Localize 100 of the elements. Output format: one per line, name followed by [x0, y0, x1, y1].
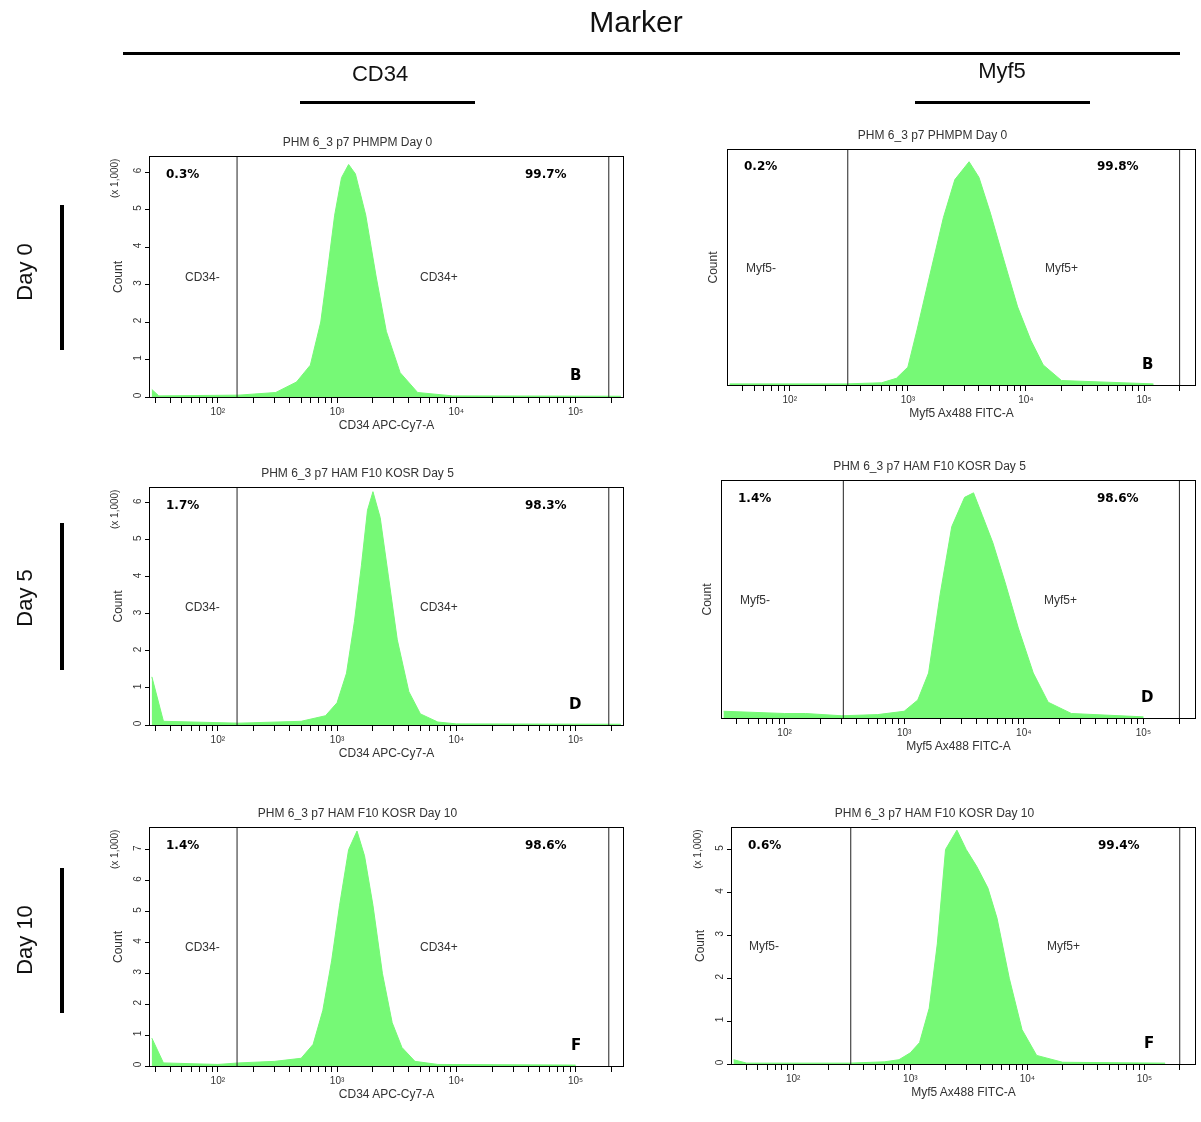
y-tick-label: 1 — [132, 354, 143, 361]
x-tick-label: 10³ — [329, 734, 345, 745]
annotation: Myf5+ — [1044, 593, 1078, 607]
text: (x 1,000) — [109, 158, 121, 199]
y-tick-label: 5 — [132, 906, 143, 913]
annotation: B — [570, 366, 582, 384]
x-tick-label: 10⁵ — [567, 1075, 584, 1086]
annotation: 99.4% — [1098, 838, 1140, 852]
text: Myf5 — [978, 58, 1026, 84]
annotation: 0.2% — [744, 159, 778, 173]
annotation: CD34- — [185, 600, 220, 614]
y-tick-label: 1 — [714, 1016, 725, 1023]
text: Day 5 — [12, 569, 38, 627]
text: Day 10 — [12, 905, 38, 975]
y-tick-label: 5 — [132, 204, 143, 211]
x-tick-label: 10⁵ — [1136, 394, 1152, 405]
y-tick-label: 4 — [132, 572, 143, 579]
annotation: 99.7% — [525, 167, 567, 181]
annotation: CD34+ — [420, 940, 458, 954]
y-axis-title: Count — [111, 589, 126, 623]
y-tick-label: 7 — [132, 844, 143, 851]
y-tick-label: 2 — [132, 317, 143, 324]
x-tick-label: 10³ — [329, 406, 345, 417]
y-axis-title: Count — [706, 250, 721, 284]
x-tick-label: 10³ — [900, 394, 916, 405]
y-axis-title: Count — [111, 260, 126, 294]
chart-title: PHM 6_3 p7 PHMPM Day 0 — [857, 128, 1008, 143]
x-axis-title: Myf5 Ax488 FITC-A — [906, 738, 1011, 753]
y-tick-label: 3 — [132, 279, 143, 286]
x-tick-label: 10² — [777, 727, 793, 738]
text: CD34 — [351, 61, 409, 87]
annotation: CD34+ — [420, 270, 458, 284]
annotation: Myf5- — [746, 261, 776, 275]
annotation: D — [1141, 688, 1154, 706]
annotation: Myf5+ — [1045, 261, 1079, 275]
annotation: Myf5+ — [1047, 939, 1081, 953]
y-tick-label: 2 — [132, 646, 143, 653]
y-tick-label: 5 — [714, 844, 725, 851]
x-tick-label: 10⁴ — [448, 406, 465, 417]
x-tick-label: 10³ — [329, 1075, 345, 1086]
x-tick-label: 10⁵ — [1135, 727, 1152, 738]
y-axis-title: Count — [700, 582, 715, 616]
annotation: F — [1144, 1034, 1155, 1052]
x-tick-label: 10³ — [903, 1073, 919, 1084]
x-tick-label: 10⁴ — [448, 1075, 465, 1086]
x-tick-label: 10⁴ — [1019, 1073, 1036, 1084]
x-tick-label: 10⁴ — [448, 734, 465, 745]
annotation: 1.7% — [166, 498, 200, 512]
annotation: D — [569, 695, 582, 713]
x-axis-title: Myf5 Ax488 FITC-A — [909, 405, 1014, 420]
chart-title: PHM 6_3 p7 PHMPM Day 0 — [282, 135, 433, 150]
annotation: F — [571, 1036, 582, 1054]
annotation: Myf5- — [749, 939, 779, 953]
y-tick-label: 0 — [132, 392, 143, 399]
y-tick-label: 5 — [132, 535, 143, 542]
y-tick-label: 2 — [132, 999, 143, 1006]
annotation: 98.6% — [1097, 491, 1139, 505]
x-tick-label: 10⁵ — [567, 734, 584, 745]
x-axis-title: Myf5 Ax488 FITC-A — [911, 1084, 1016, 1099]
y-tick-label: 1 — [132, 683, 143, 690]
y-tick-label: 0 — [132, 720, 143, 727]
x-axis-title: CD34 APC-Cy7-A — [338, 745, 435, 760]
text: Day 0 — [12, 243, 38, 301]
y-tick-label: 2 — [714, 973, 725, 980]
y-tick-label: 0 — [132, 1061, 143, 1068]
y-tick-label: 0 — [714, 1059, 725, 1066]
y-tick-label: 3 — [714, 930, 725, 937]
chart-title: PHM 6_3 p7 HAM F10 KOSR Day 10 — [834, 806, 1035, 821]
y-axis-title: Count — [693, 929, 708, 963]
y-tick-label: 4 — [132, 242, 143, 249]
y-tick-label: 3 — [132, 968, 143, 975]
annotation: CD34+ — [420, 600, 458, 614]
x-tick-label: 10² — [782, 394, 798, 405]
annotation: CD34- — [185, 940, 220, 954]
x-tick-label: 10² — [210, 406, 226, 417]
x-tick-label: 10² — [210, 1075, 226, 1086]
y-tick-label: 1 — [132, 1030, 143, 1037]
annotation: 0.6% — [748, 838, 782, 852]
annotation: CD34- — [185, 270, 220, 284]
annotation: 99.8% — [1097, 159, 1139, 173]
x-tick-label: 10⁵ — [1136, 1073, 1153, 1084]
x-tick-label: 10⁵ — [567, 406, 584, 417]
y-tick-label: 6 — [132, 498, 143, 505]
chart-title: PHM 6_3 p7 HAM F10 KOSR Day 10 — [257, 806, 458, 821]
annotation: 1.4% — [738, 491, 772, 505]
y-axis-title: Count — [111, 930, 126, 964]
x-axis-title: CD34 APC-Cy7-A — [338, 417, 435, 432]
y-tick-label: 4 — [132, 937, 143, 944]
chart-title: PHM 6_3 p7 HAM F10 KOSR Day 5 — [833, 459, 1027, 474]
y-tick-label: 4 — [714, 887, 725, 894]
annotation: Myf5- — [740, 593, 770, 607]
y-tick-label: 3 — [132, 609, 143, 616]
x-tick-label: 10² — [785, 1073, 802, 1084]
x-tick-label: 10² — [210, 734, 226, 745]
text: (x 1,000) — [109, 829, 121, 870]
annotation: B — [1142, 355, 1154, 373]
annotation: 1.4% — [166, 838, 200, 852]
chart-title: PHM 6_3 p7 HAM F10 KOSR Day 5 — [261, 466, 455, 481]
text: (x 1,000) — [691, 829, 703, 869]
y-tick-label: 6 — [132, 875, 143, 882]
